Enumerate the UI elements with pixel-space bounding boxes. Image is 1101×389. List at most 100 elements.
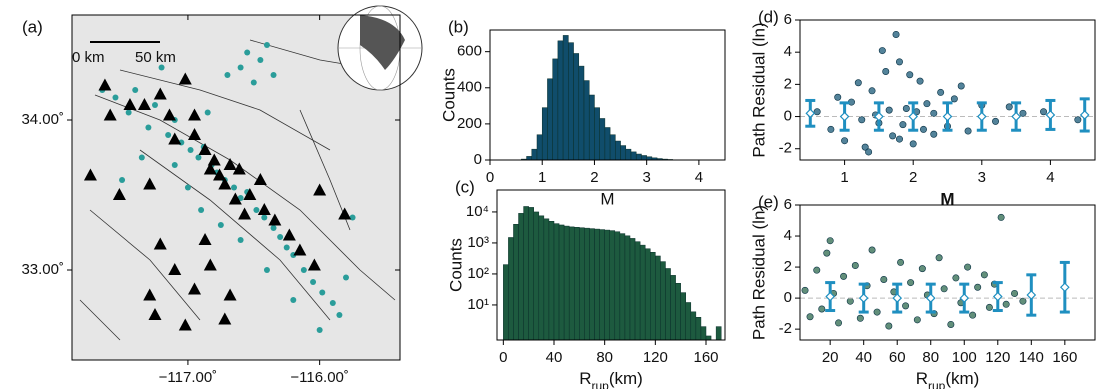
residual-point	[920, 126, 926, 132]
y-axis-label: Path Residual (ln)	[749, 205, 768, 340]
x-tick-label: 60	[889, 349, 906, 366]
residual-point	[893, 31, 899, 37]
residual-point	[824, 250, 830, 256]
event-point	[218, 222, 224, 228]
residual-point	[807, 314, 813, 320]
histogram-bar	[600, 230, 605, 340]
histogram-bar	[636, 154, 641, 160]
y-tick-label: 10¹	[467, 296, 489, 313]
y-tick-label: 2	[784, 258, 792, 275]
label-part: rup	[928, 379, 946, 389]
histogram-bar	[589, 229, 594, 340]
histogram-bar	[579, 228, 584, 340]
event-point	[284, 245, 290, 251]
histogram-bar	[665, 268, 670, 340]
histogram-bar	[615, 141, 620, 160]
residual-point	[974, 284, 980, 290]
y-axis-label: Counts	[446, 238, 465, 292]
histogram-bar	[595, 229, 600, 340]
histogram-bar	[660, 262, 665, 340]
residual-point	[814, 267, 820, 273]
error-bar	[959, 284, 969, 312]
residual-point	[951, 96, 957, 102]
residual-point	[937, 89, 943, 95]
histogram-bar	[650, 252, 655, 340]
x-tick-label: 160	[693, 349, 718, 366]
histogram-bar	[519, 213, 524, 340]
y-tick-label: -2	[779, 320, 792, 337]
residual-point	[859, 117, 865, 123]
x-tick-label: 1	[538, 169, 546, 186]
histogram-bar	[579, 66, 584, 160]
histogram-bar	[549, 221, 554, 340]
event-point	[301, 267, 307, 273]
histogram-bar	[532, 149, 537, 160]
x-tick-label: 1	[840, 169, 848, 186]
y-tick-label: 4	[784, 43, 792, 60]
residual-point	[919, 265, 925, 271]
x-tick-label: 100	[952, 349, 977, 366]
x-tick-label: 80	[596, 349, 613, 366]
error-bar	[874, 103, 884, 130]
residual-point	[869, 247, 875, 253]
histogram-bar	[676, 283, 681, 340]
histogram-bar	[584, 81, 589, 160]
y-axis-label: Counts	[439, 68, 458, 122]
event-point	[261, 215, 267, 221]
histogram-bar	[569, 227, 574, 340]
histogram-bar	[610, 135, 615, 160]
histogram-bar	[594, 108, 599, 160]
residual-point	[924, 100, 930, 106]
residual-point	[965, 128, 971, 134]
x-tick-label: 140	[1019, 349, 1044, 366]
error-bar	[977, 103, 987, 130]
residual-point	[903, 105, 909, 111]
panel-label: (a)	[22, 17, 43, 36]
histogram-bar	[527, 156, 532, 160]
histogram-bar	[701, 327, 706, 340]
histogram-bar	[671, 275, 676, 340]
event-point	[188, 147, 194, 153]
label-part: R	[916, 369, 928, 388]
histogram-bar	[574, 53, 579, 160]
error-bar	[892, 284, 902, 312]
error-bar	[1060, 262, 1070, 312]
event-point	[271, 72, 277, 78]
y-tick-label: 33.00˚	[21, 261, 64, 278]
event-point	[126, 110, 132, 116]
x-tick-label: 0	[486, 169, 494, 186]
event-point	[238, 65, 244, 71]
event-point	[112, 95, 118, 101]
residual-point	[964, 264, 970, 270]
residual-point	[900, 121, 906, 127]
bin-mean-marker	[1046, 111, 1054, 119]
bin-mean-marker	[806, 109, 814, 117]
residual-point	[907, 72, 913, 78]
histogram-bar	[605, 128, 610, 161]
residual-point	[881, 276, 887, 282]
residual-point	[981, 272, 987, 278]
bin-mean-marker	[1081, 111, 1089, 119]
y-tick-label: 6	[784, 11, 792, 28]
bin-mean-marker	[994, 293, 1002, 301]
histogram-bar	[641, 155, 646, 160]
residual-point	[931, 131, 937, 137]
residual-point	[907, 279, 913, 285]
bin-mean-marker	[1061, 283, 1069, 291]
residual-point	[835, 320, 841, 326]
histogram-bar	[529, 207, 534, 340]
y-tick-label: 0	[474, 151, 482, 168]
y-axis-label: Path Residual (ln)	[749, 22, 768, 157]
event-point	[319, 290, 325, 296]
y-tick-label: 10²	[467, 265, 489, 282]
event-point	[350, 215, 356, 221]
event-point	[139, 155, 145, 161]
histogram-bar	[508, 237, 513, 340]
event-point	[224, 72, 230, 78]
residual-point	[819, 306, 825, 312]
event-point	[119, 177, 125, 183]
residual-point	[855, 80, 861, 86]
residual-point	[814, 109, 820, 115]
residual-point	[1011, 290, 1017, 296]
event-point	[145, 125, 151, 131]
